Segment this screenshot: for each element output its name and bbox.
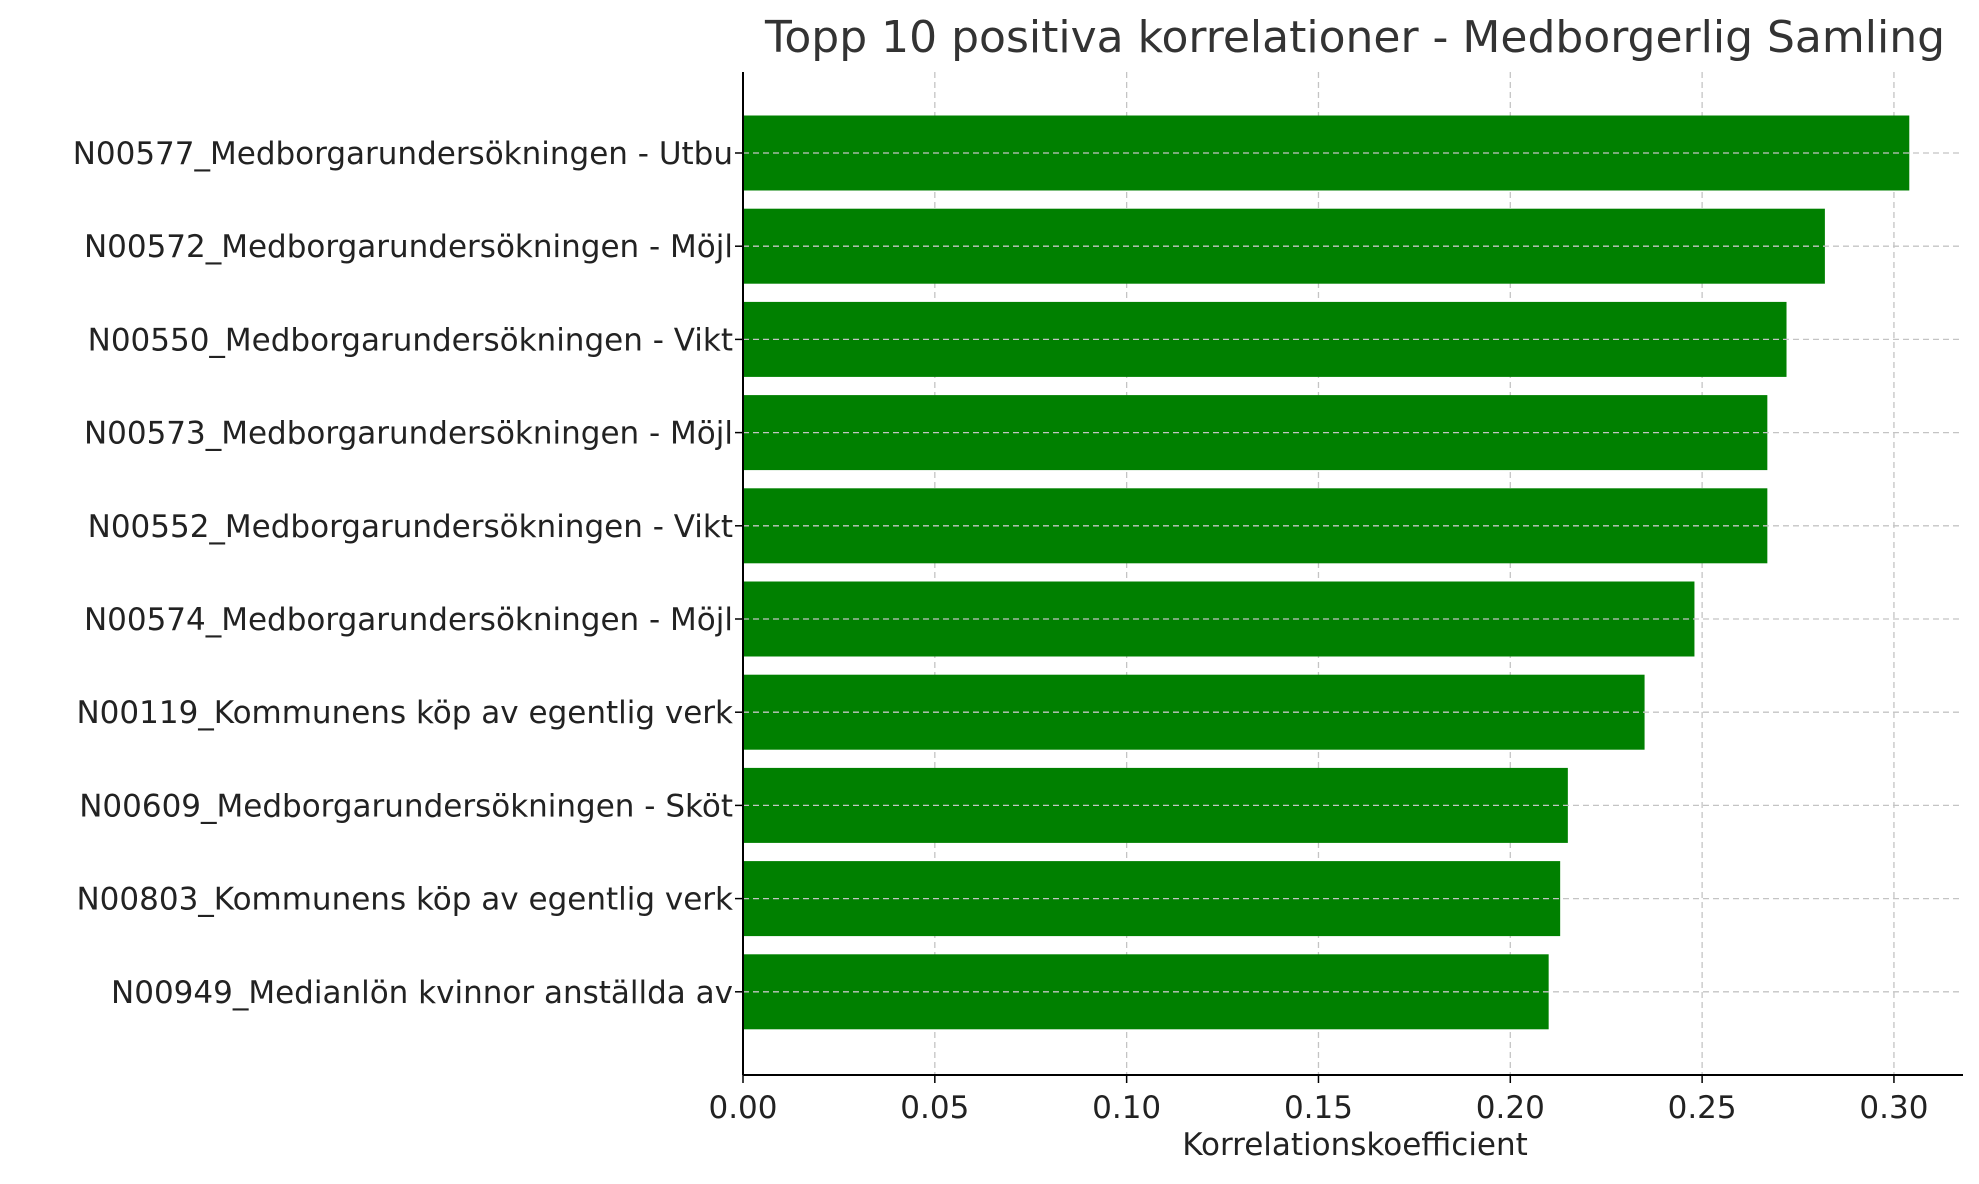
- x-tick-label: 0.00: [708, 1090, 777, 1126]
- y-tick-labels: N00577_Medborgarundersökningen - Utbu N00…: [73, 136, 733, 1011]
- x-tick-label: 0.30: [1859, 1090, 1928, 1126]
- y-tick-label: N00803_Kommunens köp av egentlig verk: [76, 882, 733, 918]
- horizontal-grid-lines: [743, 152, 1963, 993]
- x-tick-label: 0.05: [900, 1090, 969, 1126]
- x-tick-label: 0.10: [1092, 1090, 1161, 1126]
- chart-title: Topp 10 positiva korrelationer - Medborg…: [764, 12, 1945, 63]
- y-tick-label: N00949_Medianlön kvinnor anställda av: [111, 975, 733, 1011]
- x-tick-label: 0.15: [1284, 1090, 1353, 1126]
- y-tick-label: N00577_Medborgarundersökningen - Utbu: [73, 136, 733, 172]
- y-tick-label: N00573_Medborgarundersökningen - Möjl: [84, 416, 733, 452]
- y-tick-label: N00552_Medborgarundersökningen - Vikt: [88, 509, 733, 545]
- x-tick-label: 0.25: [1668, 1090, 1737, 1126]
- y-tick-label: N00119_Kommunens köp av egentlig verk: [76, 695, 733, 731]
- x-axis-label: Korrelationskoefficient: [1182, 1127, 1528, 1163]
- y-tick-label: N00574_Medborgarundersökningen - Möjl: [84, 602, 733, 638]
- axes: [735, 72, 1963, 1083]
- y-tick-label: N00550_Medborgarundersökningen - Vikt: [88, 322, 733, 358]
- y-tick-label: N00572_Medborgarundersökningen - Möjl: [84, 229, 733, 265]
- y-tick-label: N00609_Medborgarundersökningen - Sköt: [79, 788, 733, 824]
- x-tick-label: 0.20: [1476, 1090, 1545, 1126]
- x-tick-labels: 0.00 0.05 0.10 0.15 0.20 0.25 0.30: [708, 1090, 1928, 1126]
